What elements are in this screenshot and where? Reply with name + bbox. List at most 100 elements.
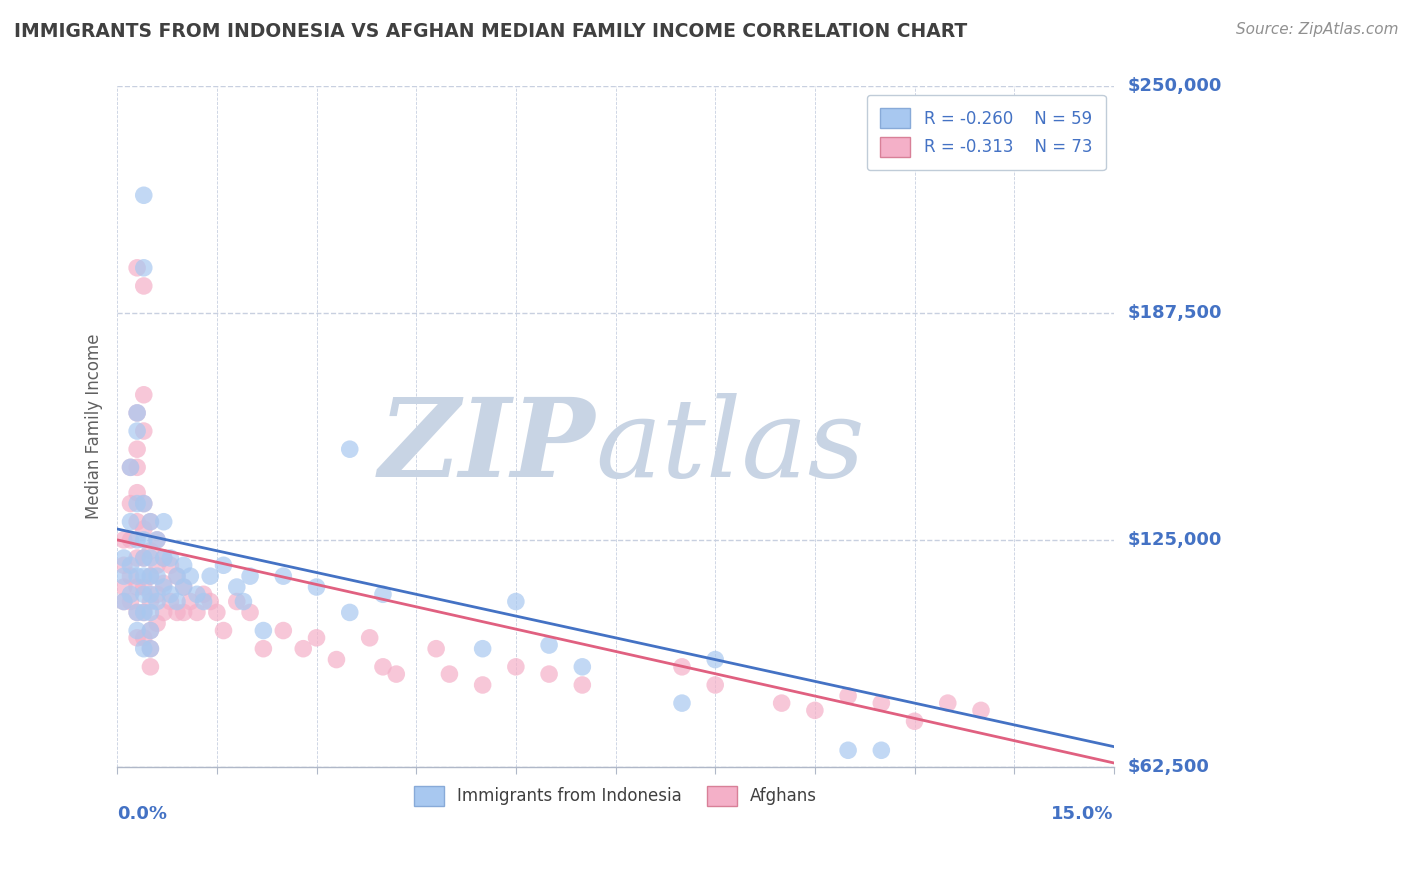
Point <box>173 558 195 573</box>
Point <box>200 594 222 608</box>
Point <box>239 569 262 583</box>
Point <box>505 660 527 674</box>
Point <box>139 641 162 656</box>
Point <box>127 406 149 420</box>
Point <box>127 606 149 620</box>
Point <box>139 569 162 583</box>
Point <box>159 587 181 601</box>
Legend: Immigrants from Indonesia, Afghans: Immigrants from Indonesia, Afghans <box>408 779 824 813</box>
Point <box>120 594 142 608</box>
Point <box>127 631 149 645</box>
Point <box>139 543 162 558</box>
Point <box>339 606 361 620</box>
Point <box>200 569 222 583</box>
Point <box>139 587 162 601</box>
Point <box>538 638 561 652</box>
Text: 0.0%: 0.0% <box>117 805 167 823</box>
Point <box>127 497 149 511</box>
Text: atlas: atlas <box>596 393 865 500</box>
Point <box>146 616 169 631</box>
Point <box>132 580 155 594</box>
Point <box>159 594 181 608</box>
Point <box>152 551 174 566</box>
Point <box>132 631 155 645</box>
Point <box>837 743 859 757</box>
Point <box>139 594 162 608</box>
Point <box>127 533 149 547</box>
Point <box>671 660 693 674</box>
Point <box>120 460 142 475</box>
Point <box>132 606 155 620</box>
Point <box>837 689 859 703</box>
Point <box>232 594 254 608</box>
Point <box>225 594 247 608</box>
Point <box>139 515 162 529</box>
Point <box>146 533 169 547</box>
Point <box>132 641 155 656</box>
Point <box>132 388 155 402</box>
Point <box>127 580 149 594</box>
Point <box>439 667 461 681</box>
Point <box>704 678 727 692</box>
Point <box>112 580 135 594</box>
Point <box>152 580 174 594</box>
Point <box>152 576 174 591</box>
Point <box>371 587 394 601</box>
Point <box>471 641 494 656</box>
Point <box>166 569 188 583</box>
Point <box>704 652 727 666</box>
Point <box>252 641 274 656</box>
Point <box>186 606 208 620</box>
Point <box>120 515 142 529</box>
Point <box>127 606 149 620</box>
Point <box>132 497 155 511</box>
Point <box>152 551 174 566</box>
Point <box>127 260 149 275</box>
Point <box>132 569 155 583</box>
Point <box>292 641 315 656</box>
Point <box>146 558 169 573</box>
Point <box>127 515 149 529</box>
Point <box>132 260 155 275</box>
Point <box>252 624 274 638</box>
Point <box>146 594 169 608</box>
Text: 15.0%: 15.0% <box>1052 805 1114 823</box>
Point <box>271 569 294 583</box>
Point <box>127 442 149 457</box>
Point <box>127 485 149 500</box>
Point <box>505 594 527 608</box>
Point <box>132 522 155 536</box>
Point <box>132 497 155 511</box>
Point <box>112 594 135 608</box>
Point <box>166 606 188 620</box>
Point <box>132 188 155 202</box>
Point <box>112 569 135 583</box>
Point <box>186 587 208 601</box>
Text: IMMIGRANTS FROM INDONESIA VS AFGHAN MEDIAN FAMILY INCOME CORRELATION CHART: IMMIGRANTS FROM INDONESIA VS AFGHAN MEDI… <box>14 22 967 41</box>
Point <box>325 652 347 666</box>
Point <box>112 558 135 573</box>
Point <box>120 497 142 511</box>
Point <box>132 279 155 293</box>
Point <box>127 569 149 583</box>
Point <box>870 696 893 710</box>
Point <box>271 624 294 638</box>
Point <box>132 533 155 547</box>
Point <box>127 551 149 566</box>
Text: $125,000: $125,000 <box>1128 531 1222 549</box>
Point <box>132 606 155 620</box>
Point <box>159 558 181 573</box>
Point <box>139 569 162 583</box>
Point <box>120 587 142 601</box>
Text: Source: ZipAtlas.com: Source: ZipAtlas.com <box>1236 22 1399 37</box>
Point <box>152 606 174 620</box>
Point <box>179 569 201 583</box>
Point <box>146 533 169 547</box>
Point <box>305 631 328 645</box>
Point <box>139 606 162 620</box>
Point <box>166 569 188 583</box>
Point <box>112 551 135 566</box>
Point <box>139 515 162 529</box>
Text: ZIP: ZIP <box>380 393 596 500</box>
Point <box>127 406 149 420</box>
